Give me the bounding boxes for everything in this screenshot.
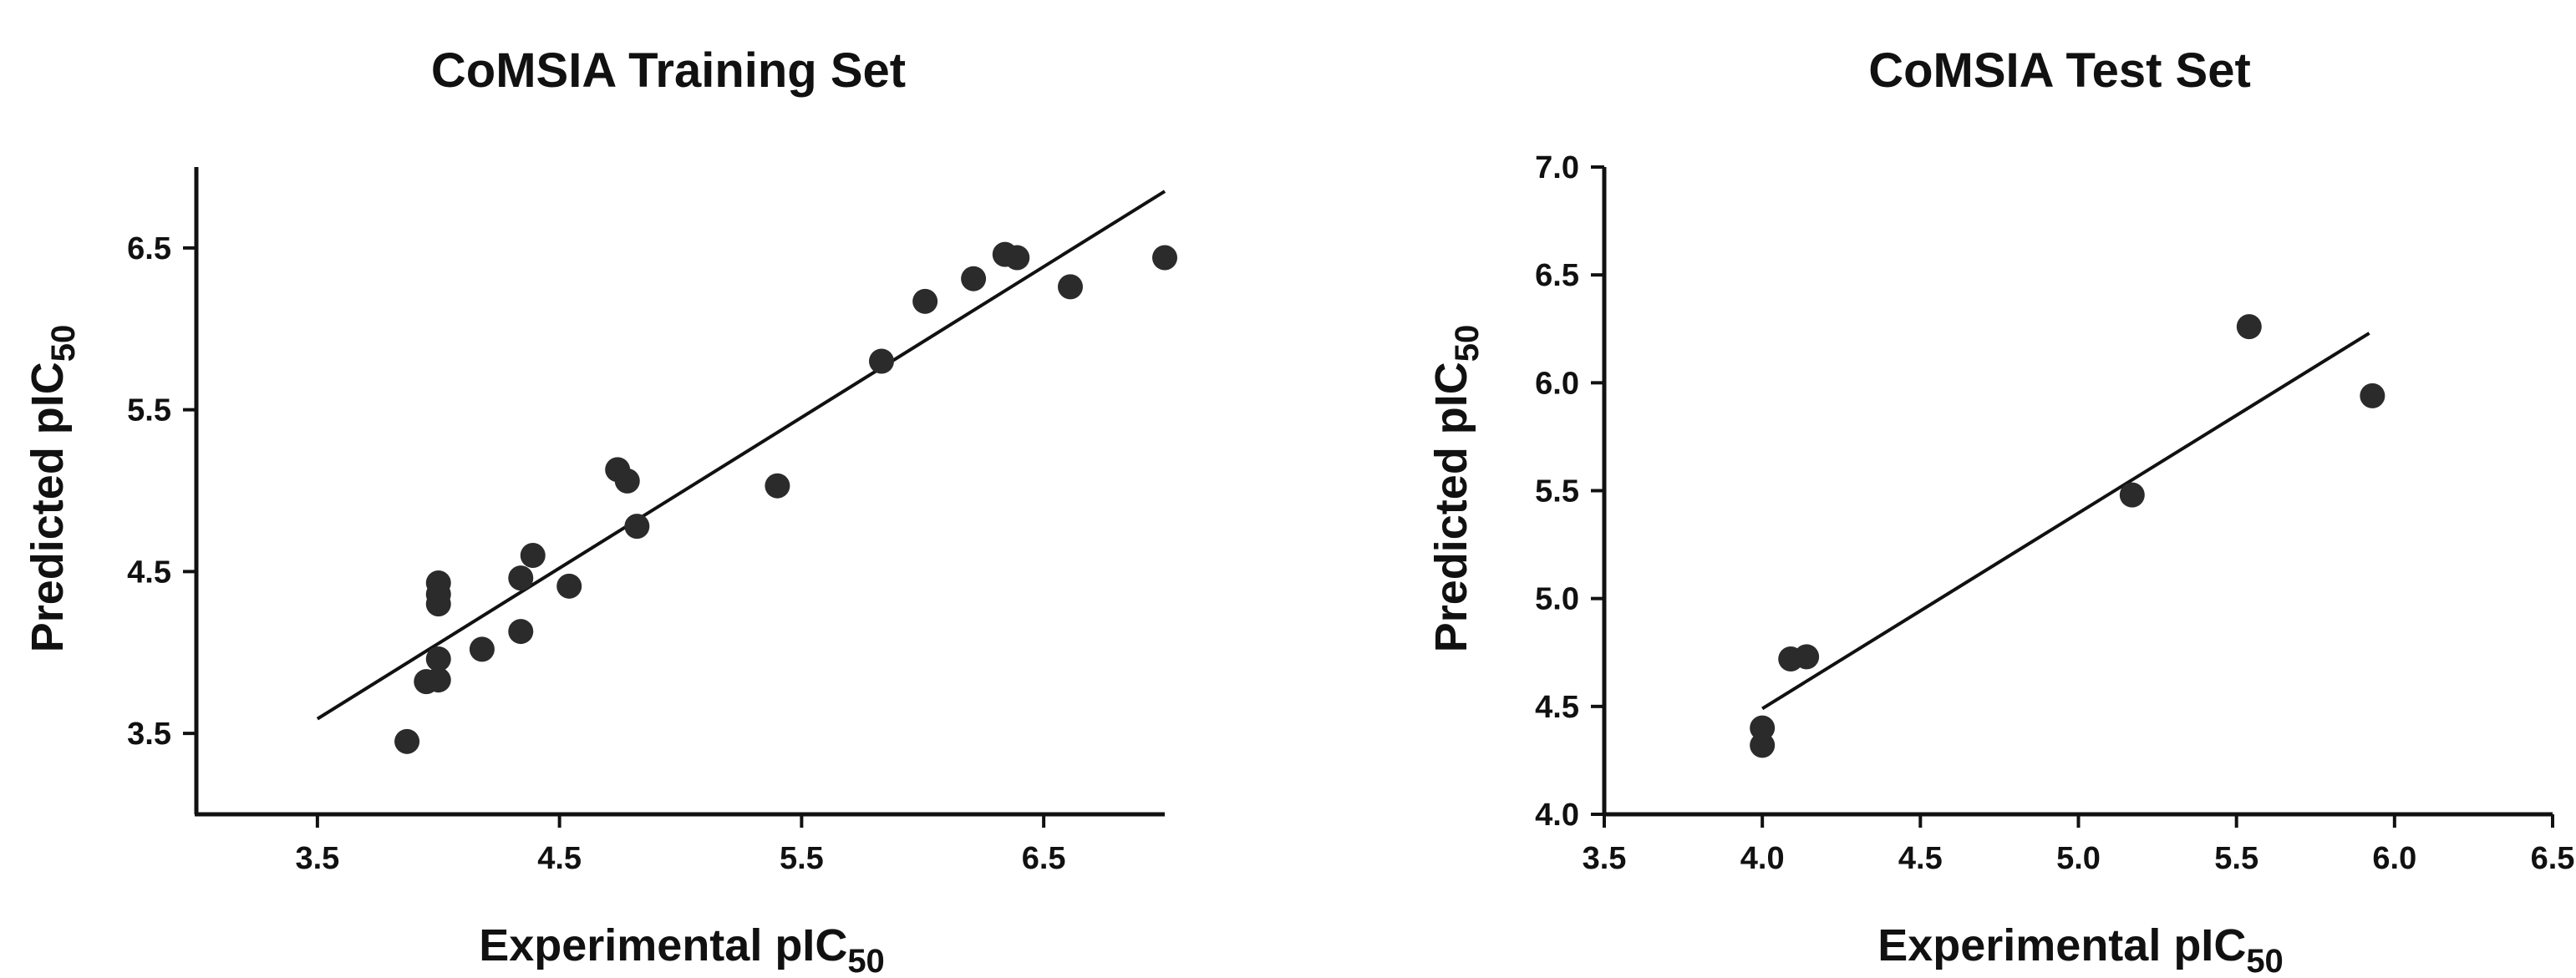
test-fit-line: [1761, 332, 2370, 711]
test-x-tick-label: 4.0: [1740, 841, 1785, 876]
training-plot-area: 3.5 4.5 5.5 6.5 3.5 4.5 5.5 6.5: [127, 167, 1177, 876]
test-plot-area: 3.5 4.0 4.5 5.0 5.5 6.0 6.54.04.55.05.56.06.57…: [1535, 150, 2574, 876]
training-data-point: [1152, 245, 1177, 271]
training-set-chart: CoMSIA Training Set 3.5 4.5 5.5 6.5 3.5 4.5 5.…: [23, 43, 1177, 978]
test-y-tick-label: 6.5: [1535, 258, 1579, 293]
test-x-tick-label: 6.5: [2531, 841, 2575, 876]
training-data-point: [425, 646, 451, 671]
test-x-tick-label: 5.0: [2056, 841, 2101, 876]
test-data-point: [2236, 314, 2262, 340]
training-data-point: [961, 266, 987, 291]
training-data-point: [508, 619, 534, 645]
training-data-point: [556, 573, 582, 599]
training-y-axis-label-text: Predicted pIC: [23, 362, 73, 652]
training-y-tick-label: 4.5: [127, 555, 171, 590]
training-data-point: [520, 543, 546, 568]
training-data-point: [394, 728, 420, 754]
test-y-tick-label: 4.0: [1535, 798, 1579, 833]
training-x-tick-label: 5.5: [780, 841, 824, 876]
test-data-point: [2360, 383, 2385, 408]
test-x-axis-label-subscript: 50: [2246, 943, 2284, 978]
training-data-point: [425, 570, 451, 595]
training-data-point: [425, 667, 451, 693]
training-x-axis-label-subscript: 50: [847, 943, 885, 978]
test-y-axis-label-subscript: 50: [1449, 325, 1486, 362]
test-data-point: [1750, 732, 1776, 758]
test-y-tick-label: 6.0: [1535, 366, 1579, 401]
training-data-point: [1057, 274, 1083, 300]
training-x-axis-label-text: Experimental pIC: [479, 920, 847, 970]
test-x-tick-label: 5.5: [2214, 841, 2258, 876]
training-y-tick-label: 6.5: [127, 231, 171, 266]
training-y-tick-label: 5.5: [127, 393, 171, 428]
training-data-point: [912, 288, 938, 314]
test-data-point: [1794, 644, 1820, 670]
test-x-tick-label: 6.0: [2372, 841, 2416, 876]
test-x-axis-label: Experimental pIC50: [1877, 920, 2284, 978]
training-data-point: [508, 565, 534, 591]
test-data-point: [2119, 482, 2145, 508]
test-y-axis-label-text: Predicted pIC: [1426, 362, 1476, 652]
training-data-point: [765, 473, 790, 499]
training-y-tick-label: 3.5: [127, 717, 171, 752]
test-x-axis-label-text: Experimental pIC: [1877, 920, 2246, 970]
training-x-axis-label: Experimental pIC50: [479, 920, 885, 978]
test-chart-title: CoMSIA Test Set: [1868, 43, 2251, 98]
training-x-tick-label: 3.5: [295, 841, 339, 876]
training-data-point: [614, 468, 640, 494]
training-y-axis-label-subscript: 50: [45, 325, 82, 362]
test-y-tick-label: 5.0: [1535, 582, 1579, 617]
training-fit-line: [316, 190, 1166, 721]
test-set-chart: CoMSIA Test Set 3.5 4.0 4.5 5.0 5.5 6.0 6.54.0…: [1426, 43, 2574, 978]
test-y-tick-label: 7.0: [1535, 150, 1579, 185]
test-data-point: [1750, 715, 1776, 741]
training-chart-title: CoMSIA Training Set: [431, 43, 906, 98]
test-x-tick-label: 3.5: [1583, 841, 1627, 876]
training-x-tick-label: 6.5: [1022, 841, 1066, 876]
training-data-point: [868, 348, 894, 374]
training-x-tick-label: 4.5: [537, 841, 582, 876]
training-data-point: [1004, 245, 1030, 271]
test-y-axis-label: Predicted pIC50: [1426, 325, 1486, 653]
test-y-tick-label: 4.5: [1535, 690, 1579, 725]
test-y-tick-label: 5.5: [1535, 474, 1579, 509]
test-x-tick-label: 4.5: [1898, 841, 1943, 876]
training-y-axis-label: Predicted pIC50: [23, 325, 82, 653]
training-data-point: [469, 636, 495, 662]
training-data-point: [624, 514, 650, 540]
